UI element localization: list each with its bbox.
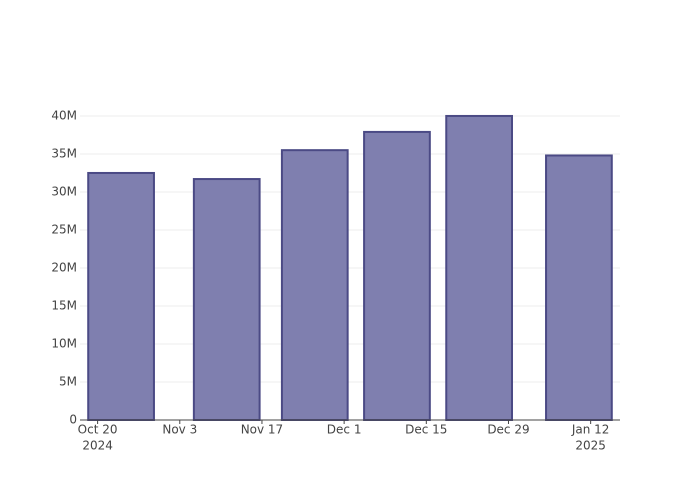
bar (192, 178, 261, 421)
x-tick-label: Dec 29 (487, 423, 529, 437)
y-tick-label: 10M (51, 336, 77, 350)
bar (363, 130, 431, 422)
x-tick-label: Nov 17 (241, 423, 284, 437)
x-tick-label: Dec 1 (327, 423, 362, 437)
bar (545, 154, 613, 421)
y-tick-label: 15M (51, 298, 77, 312)
y-tick-label: 30M (51, 184, 77, 198)
y-tick-label: 5M (59, 374, 77, 388)
bar (87, 171, 155, 421)
bar (445, 114, 513, 421)
x-tick-year: 2024 (82, 439, 113, 453)
x-tick-label: Jan 12 (571, 423, 610, 437)
x-tick-label: Oct 20 (78, 423, 118, 437)
x-tick-label: Nov 3 (162, 423, 197, 437)
y-tick-label: 0 (69, 413, 77, 427)
y-tick-label: 25M (51, 222, 77, 236)
x-tick-label: Dec 15 (405, 423, 447, 437)
bar (280, 149, 349, 422)
x-tick-year: 2025 (575, 439, 606, 453)
y-tick-label: 20M (51, 260, 77, 274)
y-tick-label: 40M (51, 108, 77, 122)
y-tick-label: 35M (51, 146, 77, 160)
